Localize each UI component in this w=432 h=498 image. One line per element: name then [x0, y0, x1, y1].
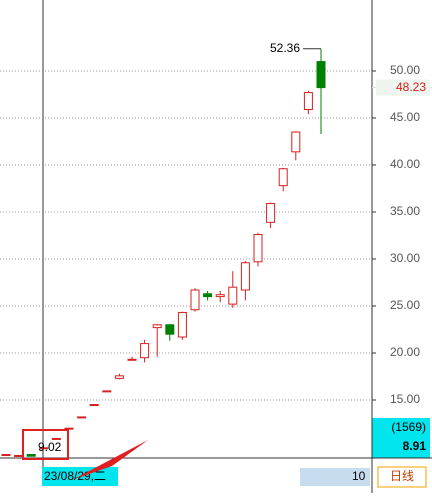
candle-body [253, 234, 263, 263]
low-label: 9.02 [38, 440, 62, 454]
candle-body [278, 168, 288, 187]
highlight-box [22, 429, 69, 460]
candle-body [152, 324, 162, 329]
y-tick-label: 45.00 [390, 110, 420, 124]
y-tick-label: 20.00 [390, 345, 420, 359]
candle-body [39, 447, 49, 450]
candle-body [102, 390, 112, 393]
last-price-label: 48.23 [396, 80, 426, 94]
candle-body [51, 437, 61, 440]
candle-body [89, 404, 99, 407]
arrow [72, 440, 148, 480]
candle-body [64, 427, 74, 430]
scroll-number: 10 [352, 469, 366, 483]
candle-body [303, 92, 313, 111]
y-tick-label: 40.00 [390, 157, 420, 171]
last-price-bg [376, 79, 430, 96]
candle-body [228, 286, 238, 305]
candle-body [203, 293, 213, 298]
cursor-price: 8.91 [403, 439, 427, 453]
y-tick-label: 35.00 [390, 204, 420, 218]
candle-body [291, 131, 301, 153]
y-tick-label: 30.00 [390, 251, 420, 265]
y-tick-label: 50.00 [390, 63, 420, 77]
candle-body [266, 203, 276, 223]
scrollbar[interactable] [300, 468, 370, 486]
candle-body [240, 262, 250, 291]
candle-body [316, 61, 326, 89]
candle-body [26, 454, 36, 457]
y-tick-label: 25.00 [390, 298, 420, 312]
candle-body [190, 289, 200, 311]
candle-body [14, 454, 24, 457]
candle-body [1, 454, 11, 457]
candle-body [127, 358, 137, 361]
period-label: 日线 [390, 469, 414, 483]
y-tick-label: 15.00 [390, 392, 420, 406]
candle-body [114, 375, 124, 379]
candle-body [140, 343, 150, 359]
candle-body [215, 294, 225, 298]
cursor-index: (1569) [391, 420, 426, 434]
period-button[interactable] [377, 466, 427, 488]
candle-body [77, 416, 87, 419]
cursor-box [372, 418, 430, 458]
candle-body [165, 324, 175, 335]
high-label: 52.36 [270, 41, 300, 55]
candle-body [177, 312, 187, 338]
